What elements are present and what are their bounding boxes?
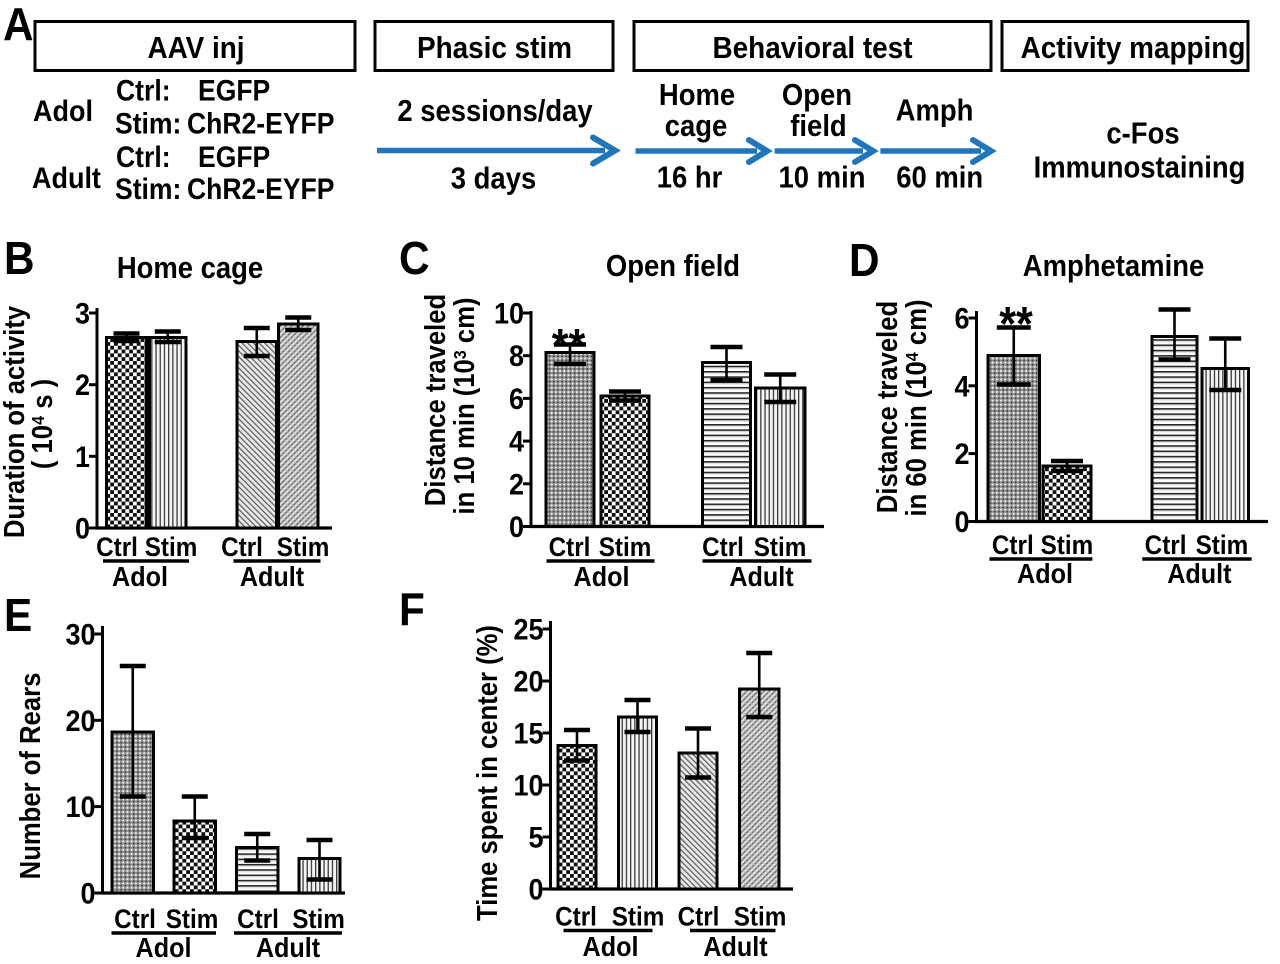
svg-text:10: 10 — [513, 769, 543, 803]
svg-text:Adult: Adult — [32, 162, 101, 196]
svg-text:Adol: Adol — [1017, 558, 1073, 590]
svg-text:Time spent in center (%): Time spent in center (%) — [471, 625, 504, 921]
svg-text:Stim: Stim — [277, 533, 330, 562]
svg-text:Distance traveled: Distance traveled — [419, 294, 452, 506]
svg-text:A: A — [3, 0, 34, 50]
svg-text:Adol: Adol — [574, 561, 630, 593]
svg-text:4: 4 — [509, 425, 524, 459]
svg-text:F: F — [399, 584, 425, 635]
svg-text:B: B — [4, 233, 35, 284]
svg-text:Activity mapping: Activity mapping — [1021, 31, 1246, 66]
svg-text:field: field — [790, 110, 846, 144]
svg-text:8: 8 — [509, 340, 524, 374]
svg-text:Distance traveled: Distance traveled — [871, 301, 904, 513]
svg-text:Home: Home — [659, 79, 735, 113]
svg-text:3: 3 — [75, 297, 90, 331]
svg-text:Behavioral test: Behavioral test — [713, 31, 913, 66]
svg-text:Ctrl: Ctrl — [96, 533, 138, 562]
svg-text:0: 0 — [509, 511, 524, 545]
svg-text:Stim: Stim — [292, 905, 345, 934]
svg-text:AAV inj: AAV inj — [147, 31, 244, 66]
svg-text:Adol: Adol — [112, 561, 168, 593]
svg-text:Ctrl:: Ctrl: — [116, 141, 171, 174]
svg-text:Immunostaining: Immunostaining — [1034, 151, 1246, 185]
svg-text:Adult: Adult — [256, 932, 320, 964]
svg-text:Stim: Stim — [599, 533, 652, 562]
svg-text:Adol: Adol — [136, 932, 192, 964]
svg-text:Amphetamine: Amphetamine — [1023, 250, 1204, 284]
svg-text:15: 15 — [513, 717, 543, 751]
svg-text:Ctrl: Ctrl — [1145, 531, 1187, 560]
svg-text:Stim: Stim — [734, 902, 787, 931]
svg-text:Amph: Amph — [896, 94, 974, 128]
svg-text:30: 30 — [65, 618, 95, 652]
svg-text:Adult: Adult — [703, 931, 767, 963]
svg-text:Stim: Stim — [754, 533, 807, 562]
svg-text:1: 1 — [75, 441, 90, 475]
svg-text:10: 10 — [494, 297, 524, 331]
svg-text:Adult: Adult — [729, 561, 793, 593]
svg-text:cage: cage — [665, 110, 728, 144]
svg-text:Duration of activity: Duration of activity — [0, 306, 30, 538]
svg-text:16 hr: 16 hr — [657, 161, 723, 195]
svg-text:3 days: 3 days — [451, 162, 536, 196]
svg-text:Ctrl: Ctrl — [549, 533, 591, 562]
svg-text:Ctrl: Ctrl — [114, 905, 156, 934]
svg-text:25: 25 — [513, 613, 543, 647]
svg-text:c-Fos: c-Fos — [1106, 117, 1179, 151]
svg-text:0: 0 — [75, 512, 90, 546]
svg-text:Ctrl: Ctrl — [992, 531, 1034, 560]
svg-text:in 60 min (104 cm): in 60 min (104 cm) — [900, 299, 933, 516]
svg-text:Ctrl: Ctrl — [555, 902, 597, 931]
svg-text:EGFP: EGFP — [198, 74, 270, 107]
svg-text:60 min: 60 min — [896, 161, 983, 195]
svg-text:4: 4 — [954, 370, 969, 404]
svg-text:D: D — [849, 235, 880, 286]
svg-text:20: 20 — [65, 705, 95, 739]
svg-text:2 sessions/day: 2 sessions/day — [397, 95, 592, 129]
svg-text:10: 10 — [65, 791, 95, 825]
svg-text:Phasic stim: Phasic stim — [417, 31, 572, 66]
svg-text:10 min: 10 min — [779, 161, 866, 195]
svg-text:Stim: Stim — [612, 902, 665, 931]
svg-text:in 10 min (103 cm): in 10 min (103 cm) — [448, 297, 481, 514]
svg-text:Home cage: Home cage — [117, 252, 263, 286]
svg-text:**: ** — [999, 297, 1033, 351]
svg-text:Adol: Adol — [583, 931, 639, 963]
svg-text:Stim: Stim — [166, 905, 219, 934]
svg-text:Stim:: Stim: — [115, 173, 181, 206]
svg-text:Ctrl: Ctrl — [237, 905, 279, 934]
svg-text:Ctrl: Ctrl — [221, 533, 263, 562]
svg-text:0: 0 — [528, 873, 543, 907]
svg-text:Open field: Open field — [606, 250, 740, 284]
svg-text:Stim:: Stim: — [115, 107, 181, 140]
svg-text:Stim: Stim — [1041, 531, 1094, 560]
svg-text:Ctrl: Ctrl — [678, 902, 720, 931]
svg-text:Adult: Adult — [240, 561, 304, 593]
svg-text:Open: Open — [782, 79, 852, 113]
svg-text:Ctrl:: Ctrl: — [116, 74, 171, 107]
svg-text:C: C — [399, 233, 430, 284]
svg-text:6: 6 — [509, 383, 524, 417]
svg-text:**: ** — [552, 319, 586, 373]
svg-text:Stim: Stim — [145, 533, 198, 562]
svg-text:Adult: Adult — [1167, 558, 1231, 590]
svg-text:20: 20 — [513, 665, 543, 699]
svg-text:ChR2-EYFP: ChR2-EYFP — [187, 107, 334, 140]
svg-text:2: 2 — [75, 369, 90, 403]
svg-text:Number of Rears: Number of Rears — [14, 673, 47, 880]
svg-text:E: E — [4, 590, 32, 641]
svg-text:0: 0 — [954, 506, 969, 540]
svg-text:2: 2 — [954, 438, 969, 472]
svg-text:5: 5 — [528, 821, 543, 855]
svg-text:Adol: Adol — [33, 95, 93, 129]
svg-text:2: 2 — [509, 468, 524, 502]
svg-text:6: 6 — [954, 302, 969, 336]
svg-text:Ctrl: Ctrl — [702, 533, 744, 562]
svg-text:Stim: Stim — [1196, 531, 1249, 560]
svg-text:EGFP: EGFP — [198, 141, 270, 174]
svg-text:0: 0 — [80, 877, 95, 911]
svg-text:ChR2-EYFP: ChR2-EYFP — [187, 173, 334, 206]
